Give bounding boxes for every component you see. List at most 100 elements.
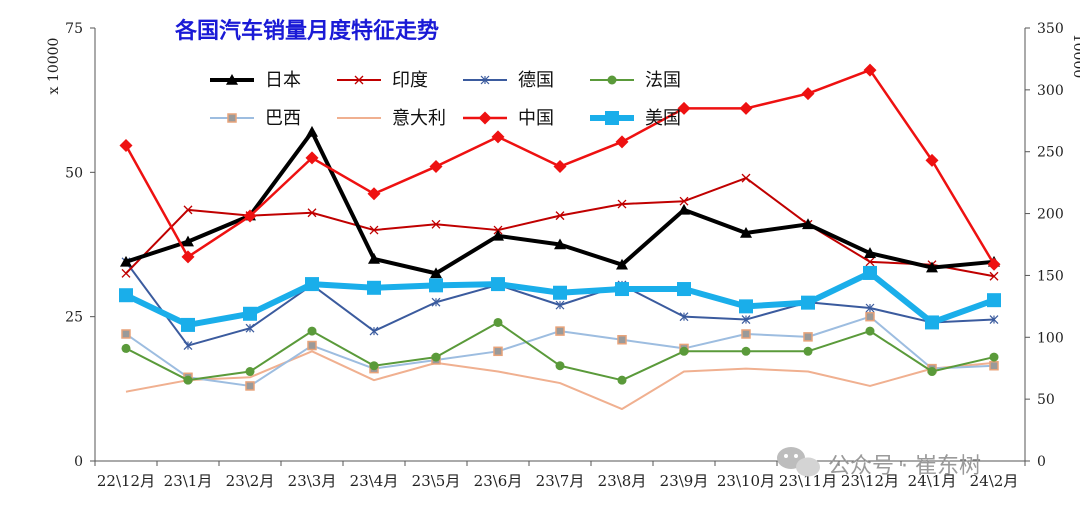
series-中国 [119, 63, 1001, 271]
legend-swatch-marker [227, 113, 237, 123]
data-point [369, 225, 379, 235]
series-line [125, 177, 995, 278]
data-point [925, 153, 939, 167]
data-point [801, 295, 815, 310]
data-point [865, 303, 875, 313]
x-tick-label: 23\1月 [164, 472, 213, 490]
x-tick-label: 23\2月 [226, 472, 275, 490]
data-point [741, 329, 751, 339]
data-point [987, 293, 1001, 308]
data-point [679, 312, 689, 322]
data-point [307, 208, 317, 218]
legend-label: 中国 [518, 108, 554, 129]
legend-swatch-marker [480, 75, 490, 85]
data-point [989, 315, 999, 324]
series-美国 [119, 265, 1001, 332]
data-point [367, 280, 381, 295]
legend-label: 日本 [265, 70, 301, 91]
legend-swatch-marker [605, 111, 619, 125]
data-point [121, 343, 131, 353]
data-point [431, 352, 441, 362]
x-tick-label: 22\12月 [97, 472, 155, 490]
y-tick-label-left: 0 [74, 454, 83, 470]
data-point [305, 151, 319, 165]
data-point [741, 315, 751, 324]
data-point [740, 226, 752, 238]
data-point [491, 277, 505, 292]
x-tick-label: 23\10月 [717, 472, 775, 490]
series-法国 [121, 317, 999, 385]
data-point [555, 361, 565, 371]
data-point [307, 326, 317, 336]
data-point [553, 160, 567, 174]
data-point [183, 375, 193, 385]
data-point [245, 381, 255, 391]
data-point [615, 282, 629, 297]
data-point [429, 278, 443, 293]
legend-label: 巴西 [265, 108, 301, 129]
legend-item-德国: 德国 [463, 70, 554, 91]
data-point [307, 340, 317, 351]
data-point [555, 300, 565, 310]
data-point [802, 218, 814, 230]
data-point [493, 317, 503, 327]
data-point [989, 352, 999, 362]
legend-label: 法国 [645, 70, 681, 91]
data-point [863, 265, 877, 280]
y-tick-label-right: 300 [1037, 83, 1064, 99]
legend-swatch-marker [478, 111, 492, 125]
data-point [120, 255, 132, 267]
data-point [553, 285, 567, 300]
x-tick-label: 23\5月 [412, 472, 461, 490]
data-point [739, 299, 753, 314]
series-印度 [121, 173, 999, 281]
data-point [181, 250, 195, 264]
data-point [679, 196, 689, 206]
data-point [243, 306, 257, 321]
left-axis-unit: x 10000 [46, 38, 62, 95]
series-layer [119, 63, 1001, 411]
data-point [927, 367, 937, 377]
data-point [925, 315, 939, 330]
legend-item-巴西: 巴西 [210, 108, 301, 129]
legend-item-美国: 美国 [590, 108, 681, 129]
x-tick-label: 23\6月 [474, 472, 523, 490]
data-point [803, 332, 813, 342]
legend-label: 印度 [392, 70, 428, 91]
data-point [181, 317, 195, 332]
x-tick-label: 23\8月 [598, 472, 647, 490]
data-point [616, 258, 628, 270]
legend-item-印度: 印度 [337, 70, 428, 91]
chart-title: 各国汽车销量月度特征走势 [174, 18, 439, 44]
y-tick-label-right: 50 [1037, 392, 1055, 408]
y-tick-label-right: 250 [1037, 145, 1064, 161]
watermark-text: 公众号 · 崔东树 [828, 454, 981, 479]
data-point [741, 173, 751, 183]
data-point [119, 288, 133, 303]
data-point [863, 63, 877, 77]
data-point [989, 360, 999, 371]
data-point [306, 125, 318, 137]
x-tick-label: 23\12月 [841, 472, 899, 490]
x-tick-label: 24\1月 [908, 472, 957, 490]
data-point [677, 101, 691, 115]
data-point [430, 267, 442, 279]
y-tick-label-left: 75 [65, 21, 83, 37]
legend-label: 德国 [518, 70, 554, 91]
data-point [987, 257, 1001, 271]
series-日本 [120, 125, 1000, 279]
data-point [183, 341, 193, 350]
x-tick-label: 23\11月 [779, 472, 837, 490]
data-point [367, 187, 381, 201]
y-tick-label-left: 50 [65, 165, 83, 181]
legend-item-日本: 日本 [210, 70, 301, 91]
data-point [741, 346, 751, 356]
y-tick-label-right: 0 [1037, 454, 1046, 470]
data-point [615, 135, 629, 149]
right-axis-unit: 10000 [1070, 34, 1080, 79]
x-tick-label: 23\7月 [536, 472, 585, 490]
data-point [989, 271, 999, 281]
data-point [429, 160, 443, 174]
legend-label: 美国 [645, 108, 681, 129]
